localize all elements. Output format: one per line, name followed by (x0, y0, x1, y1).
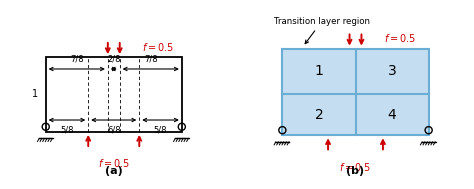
Text: $f=0.5$: $f=0.5$ (98, 157, 130, 169)
Text: 7/8: 7/8 (70, 55, 83, 64)
Text: 2/8: 2/8 (107, 55, 120, 64)
Text: 4: 4 (388, 108, 396, 122)
Text: 7/8: 7/8 (144, 55, 157, 64)
Text: 1: 1 (32, 90, 38, 99)
Text: $f=0.5$: $f=0.5$ (142, 41, 174, 53)
Text: 6/8: 6/8 (107, 125, 120, 134)
Text: $f=0.5$: $f=0.5$ (383, 32, 416, 44)
Text: 5/8: 5/8 (60, 125, 74, 134)
Bar (283, 49, 428, 135)
Bar (46, 57, 182, 132)
Text: Transition layer region: Transition layer region (274, 17, 370, 44)
Text: 3: 3 (388, 64, 396, 78)
Text: (b): (b) (346, 166, 365, 176)
Text: 5/8: 5/8 (154, 125, 167, 134)
Text: 2: 2 (315, 108, 323, 122)
Text: 1: 1 (314, 64, 323, 78)
Text: (a): (a) (105, 166, 123, 176)
Text: $f=0.5$: $f=0.5$ (339, 161, 372, 173)
